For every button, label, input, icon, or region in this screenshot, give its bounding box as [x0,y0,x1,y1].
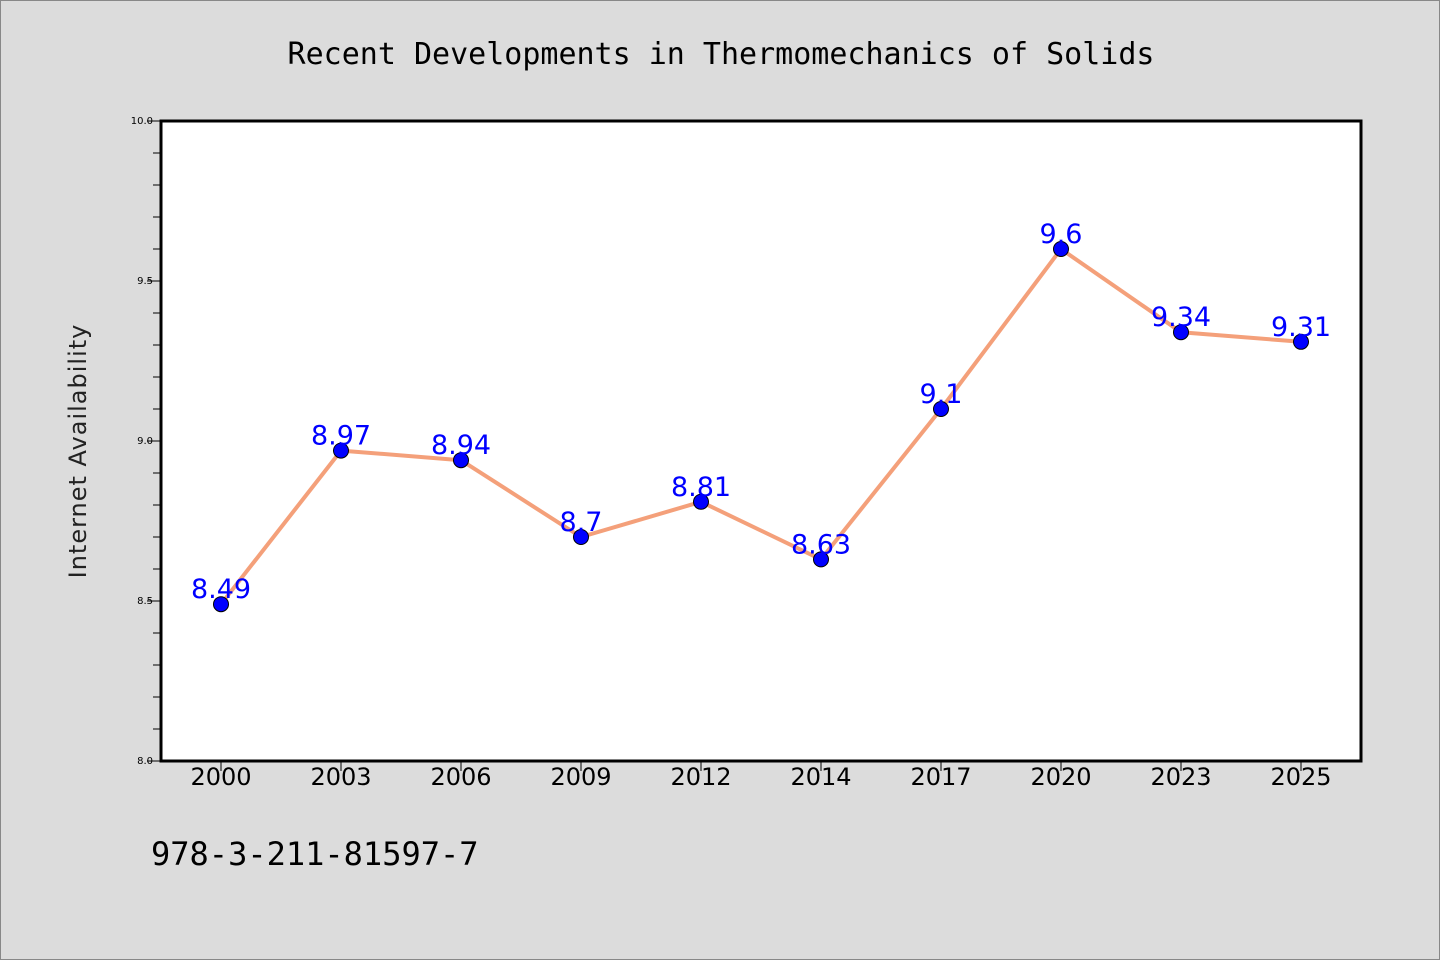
series-markers [213,241,1309,613]
data-label: 8.97 [311,421,371,452]
data-point [1293,333,1309,350]
x-tick-label: 2025 [1270,763,1331,791]
x-tick-label: 2003 [310,763,371,791]
data-label: 9.31 [1271,312,1331,343]
data-label: 8.49 [191,574,251,605]
x-tick-label: 2012 [670,763,731,791]
data-point [1053,241,1069,257]
x-tick-label: 2020 [1030,763,1091,791]
series-line-group [219,247,1303,607]
data-label: 8.63 [791,529,851,560]
plot-area [159,119,1363,763]
data-label: 8.7 [560,507,603,538]
data-point [213,596,229,613]
x-tick-label: 2006 [430,763,491,791]
data-point [573,529,589,545]
data-point [693,493,709,510]
y-tick-label: 9.5 [137,276,153,287]
data-label: 8.94 [431,430,491,461]
data-label: 9.6 [1040,219,1083,250]
data-point [813,551,829,568]
data-point [333,442,349,459]
isbn-text: 978-3-211-81597-7 [151,835,479,873]
data-point [453,452,469,469]
x-tick-label: 2017 [910,763,971,791]
series-line [219,247,1303,607]
x-axis-ticks: 2000 2003 2006 2009 2012 2014 2017 2020 2023 2025 [190,761,1332,791]
y-axis-ticks: 8.0 8.5 9.0 9.5 10.0 [131,116,161,767]
x-tick-label: 2009 [550,763,611,791]
chart-title: Recent Developments in Thermomechanics o… [288,37,1155,72]
data-label: 9.34 [1151,302,1211,333]
data-labels: 8.49 8.97 8.94 8.7 8.81 8.63 9.1 9.6 9.34 9.31 [191,219,1331,605]
y-axis-label: Internet Availability [64,324,92,579]
data-label: 9.1 [920,379,963,410]
x-tick-label: 2023 [1150,763,1211,791]
y-tick-label: 10.0 [131,116,153,127]
x-tick-label: 2014 [790,763,851,791]
data-label: 8.81 [671,472,731,503]
y-tick-label: 9.0 [137,436,153,447]
y-tick-label: 8.0 [137,756,153,767]
x-tick-label: 2000 [190,763,251,791]
data-point [1173,324,1189,341]
y-tick-label: 8.5 [137,596,153,607]
data-point [933,401,949,417]
